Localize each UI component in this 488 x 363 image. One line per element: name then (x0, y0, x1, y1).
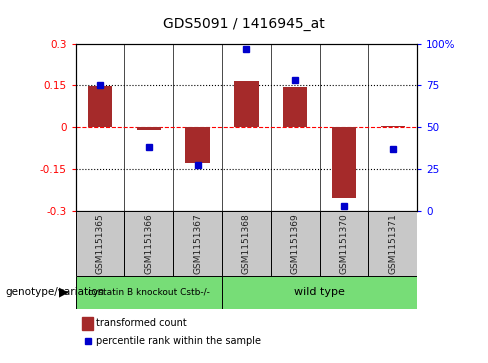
Bar (271, 211, 320, 276)
Bar (82, 317, 93, 330)
Bar (124, 211, 173, 276)
Text: ▶: ▶ (59, 286, 68, 299)
Bar (88, 86, 112, 127)
Text: GSM1151369: GSM1151369 (291, 213, 300, 274)
Bar (222, 211, 271, 276)
Bar (137, 127, 161, 130)
Text: GSM1151371: GSM1151371 (388, 213, 397, 274)
Bar (173, 211, 222, 276)
Text: GSM1151365: GSM1151365 (96, 213, 104, 274)
Text: percentile rank within the sample: percentile rank within the sample (96, 336, 261, 346)
Bar (283, 87, 307, 127)
Text: GSM1151367: GSM1151367 (193, 213, 202, 274)
Text: cystatin B knockout Cstb-/-: cystatin B knockout Cstb-/- (88, 288, 210, 297)
Text: GDS5091 / 1416945_at: GDS5091 / 1416945_at (163, 17, 325, 30)
Text: wild type: wild type (294, 287, 345, 297)
Bar (222, 276, 417, 309)
Bar (185, 127, 210, 163)
Bar (234, 81, 259, 127)
Bar (76, 276, 222, 309)
Bar (76, 211, 124, 276)
Text: GSM1151368: GSM1151368 (242, 213, 251, 274)
Bar (320, 211, 368, 276)
Bar (381, 126, 405, 127)
Text: transformed count: transformed count (96, 318, 187, 328)
Text: GSM1151366: GSM1151366 (144, 213, 153, 274)
Text: GSM1151370: GSM1151370 (340, 213, 348, 274)
Bar (332, 127, 356, 198)
Text: genotype/variation: genotype/variation (5, 287, 104, 297)
Bar (368, 211, 417, 276)
